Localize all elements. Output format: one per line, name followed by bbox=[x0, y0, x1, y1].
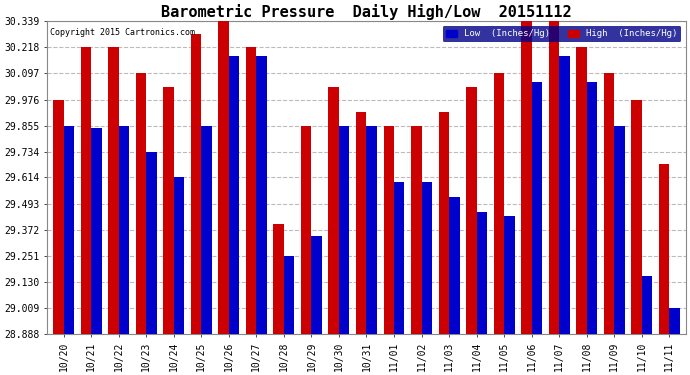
Bar bbox=[81, 47, 91, 334]
Bar bbox=[218, 21, 229, 334]
Bar bbox=[229, 56, 239, 334]
Bar bbox=[604, 74, 614, 334]
Bar bbox=[439, 112, 449, 334]
Bar bbox=[576, 47, 586, 334]
Bar bbox=[146, 152, 157, 334]
Bar bbox=[449, 197, 460, 334]
Bar bbox=[466, 87, 477, 334]
Bar bbox=[521, 21, 532, 334]
Bar bbox=[273, 224, 284, 334]
Text: Copyright 2015 Cartronics.com: Copyright 2015 Cartronics.com bbox=[50, 28, 195, 37]
Bar bbox=[190, 34, 201, 334]
Bar bbox=[108, 47, 119, 334]
Bar bbox=[246, 47, 256, 334]
Bar bbox=[174, 177, 184, 334]
Bar bbox=[284, 256, 295, 334]
Bar bbox=[642, 276, 652, 334]
Bar bbox=[586, 82, 597, 334]
Bar bbox=[91, 128, 101, 334]
Bar bbox=[119, 126, 129, 334]
Bar bbox=[614, 126, 624, 334]
Bar bbox=[394, 182, 404, 334]
Bar bbox=[164, 87, 174, 334]
Bar bbox=[53, 99, 63, 334]
Bar bbox=[504, 216, 515, 334]
Bar bbox=[669, 308, 680, 334]
Legend: Low  (Inches/Hg), High  (Inches/Hg): Low (Inches/Hg), High (Inches/Hg) bbox=[442, 26, 681, 42]
Bar bbox=[339, 126, 349, 334]
Bar bbox=[532, 82, 542, 334]
Bar bbox=[549, 21, 559, 334]
Bar bbox=[201, 126, 212, 334]
Bar bbox=[328, 87, 339, 334]
Bar bbox=[366, 126, 377, 334]
Bar bbox=[493, 74, 504, 334]
Bar bbox=[356, 112, 366, 334]
Bar bbox=[63, 126, 74, 334]
Bar bbox=[659, 164, 669, 334]
Bar bbox=[256, 56, 267, 334]
Bar bbox=[477, 212, 487, 334]
Bar bbox=[384, 126, 394, 334]
Bar bbox=[301, 126, 311, 334]
Bar bbox=[311, 237, 322, 334]
Bar bbox=[136, 74, 146, 334]
Bar bbox=[559, 56, 570, 334]
Bar bbox=[422, 182, 432, 334]
Bar bbox=[631, 99, 642, 334]
Title: Barometric Pressure  Daily High/Low  20151112: Barometric Pressure Daily High/Low 20151… bbox=[161, 4, 572, 20]
Bar bbox=[411, 126, 422, 334]
